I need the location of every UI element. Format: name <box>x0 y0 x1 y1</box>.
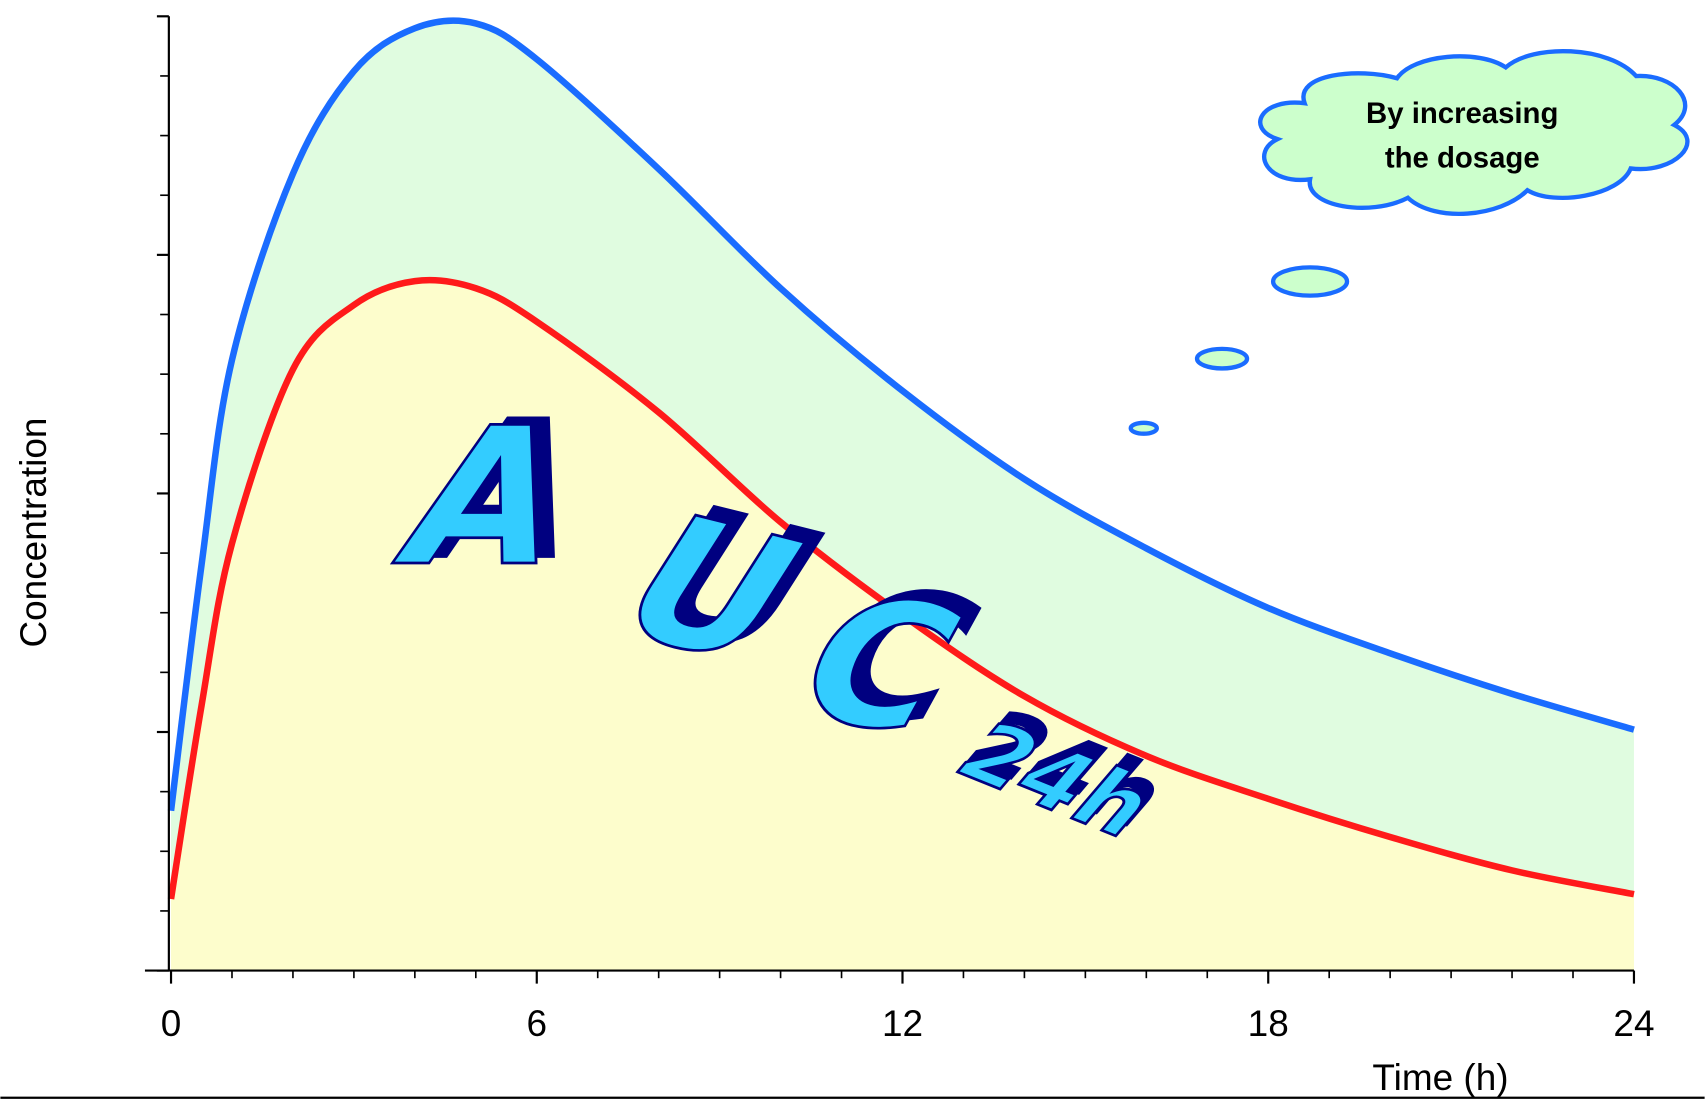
cloud-bubble <box>1270 265 1350 298</box>
callout-text: By increasing <box>1366 97 1558 130</box>
x-axis-label: Time (h) <box>1372 1057 1508 1098</box>
cloud-body <box>1258 48 1690 217</box>
x-tick-label: 18 <box>1248 1003 1289 1044</box>
axes <box>0 15 1705 1099</box>
x-tick-label: 12 <box>882 1003 923 1044</box>
auc-letter: C <box>783 553 978 777</box>
cloud-bubble <box>1194 346 1250 371</box>
callout-cloud <box>1128 48 1690 436</box>
lines <box>167 17 1635 900</box>
line <box>167 17 1635 812</box>
areas <box>171 20 1634 971</box>
area <box>171 280 1634 971</box>
x-tick-label: 6 <box>526 1003 547 1044</box>
callout-text: the dosage <box>1385 141 1540 174</box>
x-tick-label: 0 <box>161 1003 182 1044</box>
line <box>167 276 1635 900</box>
y-axis-label: Concentration <box>13 418 54 648</box>
cloud-bubble <box>1128 420 1159 436</box>
x-tick-label: 24 <box>1613 1003 1654 1044</box>
